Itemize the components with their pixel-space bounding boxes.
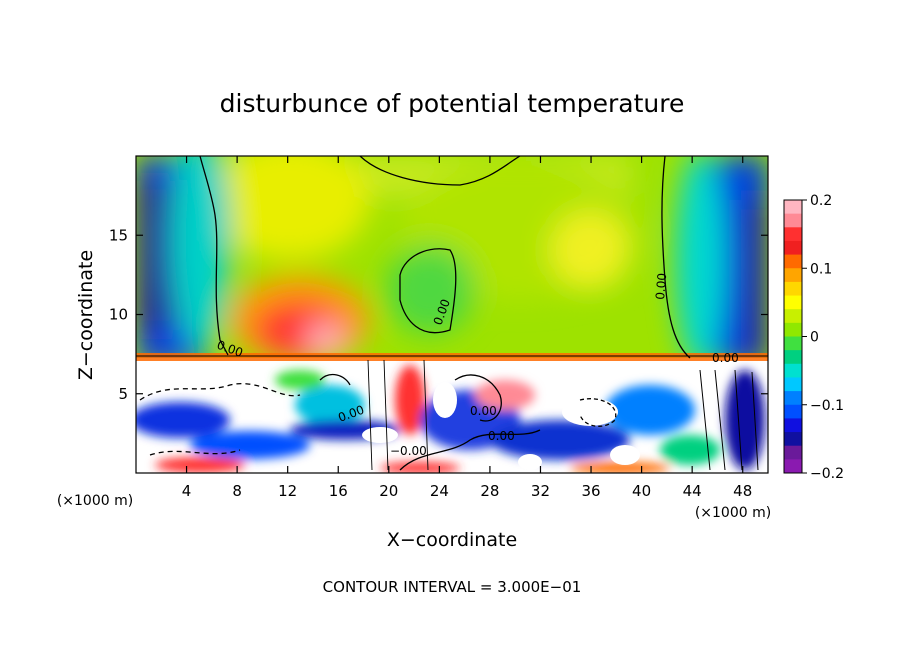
colorbar-tick-label: −0.1 bbox=[810, 398, 844, 414]
chart-title: disturbunce of potential temperature bbox=[220, 89, 685, 118]
colorbar-swatch bbox=[784, 363, 802, 378]
x-tick-label: 32 bbox=[531, 482, 550, 500]
x-tick-label: 48 bbox=[733, 482, 752, 500]
colorbar-swatch bbox=[784, 309, 802, 324]
contour-lines bbox=[136, 156, 768, 471]
x-axis-label: X−coordinate bbox=[387, 529, 517, 551]
contour-label: 0.00 bbox=[653, 272, 669, 300]
colorbar-swatch bbox=[784, 254, 802, 269]
colorbar-ticks: 0.2 0.1 0 −0.1 −0.2 bbox=[802, 193, 844, 482]
colorbar-swatch bbox=[784, 281, 802, 297]
x-tick-label: 16 bbox=[329, 482, 348, 500]
colorbar-swatch bbox=[784, 404, 802, 419]
colorbar-swatch bbox=[784, 268, 802, 283]
colorbar-swatch bbox=[784, 240, 802, 256]
x-tick-label: 24 bbox=[430, 482, 449, 500]
contour-label: 0.00 bbox=[488, 429, 515, 443]
x-unit-left: (×1000 m) bbox=[57, 493, 133, 509]
colorbar-tick-label: 0.1 bbox=[810, 261, 832, 277]
colorbar-swatch bbox=[784, 391, 802, 406]
colorbar-tick-label: 0 bbox=[810, 330, 819, 346]
colorbar-tick-label: 0.2 bbox=[810, 193, 832, 209]
contour-label: 0.00 bbox=[712, 351, 739, 365]
y-axis-label: Z−coordinate bbox=[75, 250, 97, 380]
x-tick-label: 36 bbox=[581, 482, 600, 500]
colorbar-swatch bbox=[784, 213, 802, 228]
x-tick-label: 28 bbox=[480, 482, 499, 500]
x-tick-label: 12 bbox=[278, 482, 297, 500]
colorbar-swatch bbox=[784, 336, 802, 351]
y-tick-label: 5 bbox=[118, 385, 128, 403]
colorbar-swatch bbox=[784, 200, 802, 215]
contour-label: −0.00 bbox=[390, 444, 427, 458]
colorbar-frame bbox=[783, 199, 803, 474]
x-tick-label: 44 bbox=[683, 482, 702, 500]
colorbar-swatch bbox=[784, 227, 802, 242]
x-tick-label: 4 bbox=[182, 482, 192, 500]
colorbar-swatch bbox=[784, 322, 802, 337]
y-axis-ticks: 5 10 15 bbox=[109, 226, 768, 403]
colorbar-swatch bbox=[784, 295, 802, 310]
contour-interval-note: CONTOUR INTERVAL = 3.000E−01 bbox=[323, 578, 582, 596]
y-tick-label: 10 bbox=[109, 306, 128, 324]
x-tick-label: 20 bbox=[379, 482, 398, 500]
colorbar-swatch bbox=[784, 459, 802, 474]
x-axis-ticks: 4 8 12 16 20 24 28 32 36 40 44 48 bbox=[182, 156, 752, 500]
colorbar-swatch bbox=[784, 350, 802, 365]
x-unit-right: (×1000 m) bbox=[695, 505, 771, 521]
inversion-band bbox=[136, 353, 768, 361]
colorbar-swatch bbox=[784, 377, 802, 392]
x-tick-label: 8 bbox=[232, 482, 242, 500]
colorbar-swatch bbox=[784, 445, 802, 460]
colorbar-swatch bbox=[784, 432, 802, 447]
contour-label: 0.00 bbox=[470, 404, 497, 418]
y-tick-label: 15 bbox=[109, 226, 128, 244]
colorbar bbox=[784, 200, 802, 474]
colorbar-tick-label: −0.2 bbox=[810, 466, 844, 482]
x-tick-label: 40 bbox=[632, 482, 651, 500]
colorbar-swatch bbox=[784, 418, 802, 433]
